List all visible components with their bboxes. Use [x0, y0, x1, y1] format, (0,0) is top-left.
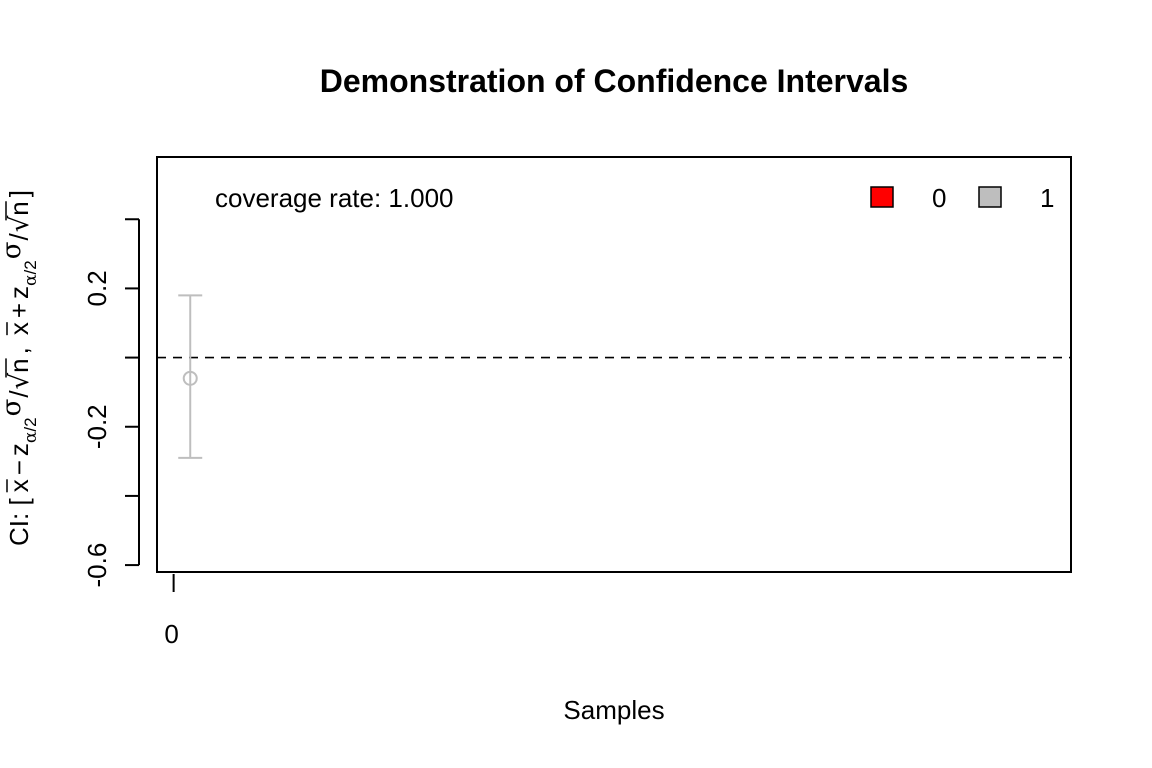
y-label-comma: , — [4, 347, 34, 354]
y-label-xbar: x — [4, 322, 34, 335]
y-label-operator: + — [4, 303, 34, 318]
x-axis-label: Samples — [563, 695, 664, 725]
y-tick-label: -0.6 — [82, 543, 112, 588]
legend-item-0: 0 — [870, 183, 946, 213]
legend-label: 0 — [932, 183, 946, 213]
y-tick-label: 0.2 — [82, 270, 112, 306]
y-label-xbar: x — [4, 479, 34, 492]
chart-title: Demonstration of Confidence Intervals — [320, 63, 909, 99]
y-label-n: n — [4, 201, 34, 215]
interval-0 — [178, 294, 203, 459]
y-label-alpha: α — [21, 431, 41, 443]
y-label-z: z — [4, 443, 34, 456]
y-label-slash: / — [4, 233, 34, 241]
y-label-rotated: CI: [x−zα/2σ/√n,x+zα/2σ/√n] — [0, 190, 41, 546]
y-label-close: ] — [4, 190, 34, 197]
plot-area: -0.6 -0.2 0.2 0 — [82, 156, 1072, 649]
y-label-sigma: σ — [0, 242, 27, 260]
y-label-content: CI: [x−zα/2σ/√n,x+zα/2σ/√n] — [0, 190, 41, 546]
plot-box — [156, 156, 1072, 573]
y-label-sigma: σ — [0, 399, 27, 417]
y-label-two: 2 — [21, 260, 40, 269]
y-label-slash: / — [4, 390, 34, 398]
y-label-prefix: CI: [ — [4, 498, 34, 546]
legend-label: 1 — [1040, 183, 1054, 213]
y-label-n: n — [4, 358, 34, 372]
y-label-slash: / — [21, 269, 40, 274]
y-axis-label: CI: [x−zα/2σ/√n,x+zα/2σ/√n] — [0, 190, 41, 546]
y-label-radical: √ — [5, 372, 35, 389]
legend-swatch — [870, 186, 894, 208]
legend-swatch — [978, 186, 1002, 208]
coverage-rate-annotation: coverage rate: 1.000 — [215, 183, 454, 213]
y-label-operator: − — [4, 460, 34, 475]
y-label-alpha: α — [21, 274, 41, 286]
legend-item-1: 1 — [978, 183, 1054, 213]
y-label-slash: / — [21, 427, 40, 432]
y-label-radical: √ — [5, 215, 35, 232]
y-tick-label: -0.2 — [82, 404, 112, 449]
y-label-two: 2 — [21, 417, 40, 426]
y-label-z: z — [4, 286, 34, 299]
point-estimate — [182, 370, 198, 386]
x-tick-label: 0 — [164, 619, 178, 649]
